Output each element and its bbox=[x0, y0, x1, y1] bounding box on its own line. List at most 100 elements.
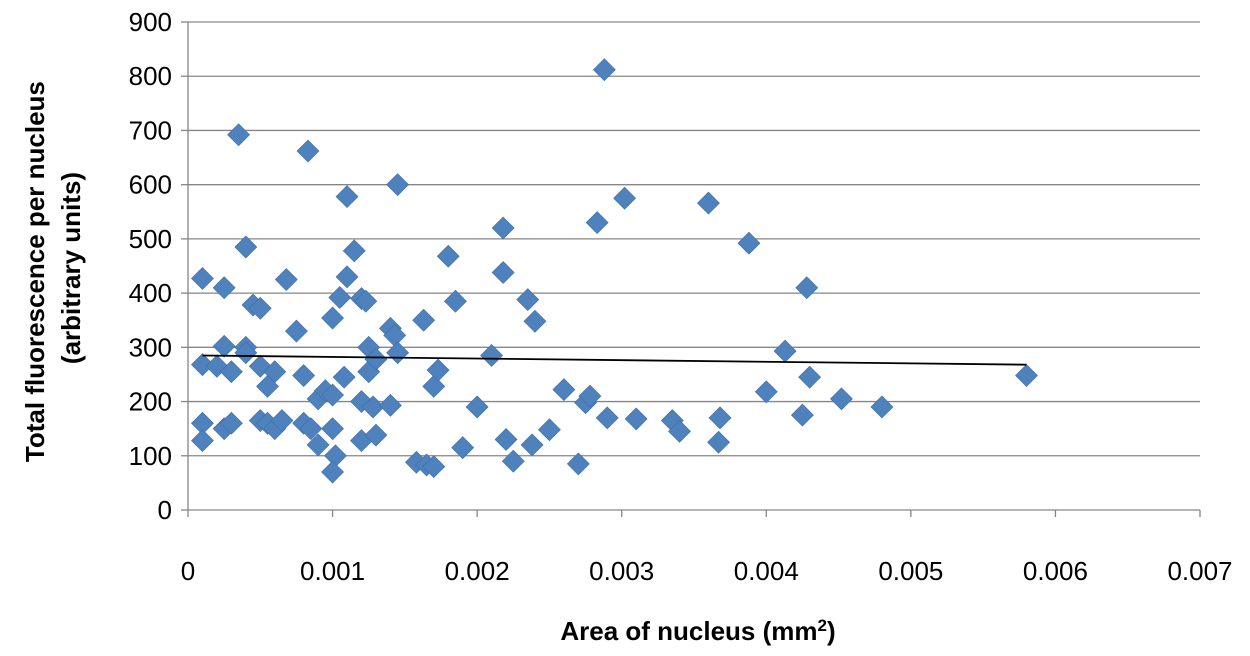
y-tick-label: 300 bbox=[129, 332, 172, 362]
data-point bbox=[191, 267, 214, 290]
data-point bbox=[566, 452, 590, 476]
data-point bbox=[212, 334, 236, 358]
y-axis-title: Total fluorescence per nucleus (arbitrar… bbox=[20, 74, 86, 462]
trendline-segment bbox=[202, 354, 1027, 366]
x-tick-label: 0.005 bbox=[878, 556, 943, 586]
data-point bbox=[321, 383, 344, 407]
data-point bbox=[465, 395, 489, 419]
data-point bbox=[422, 455, 446, 479]
data-point bbox=[538, 418, 561, 442]
data-point bbox=[444, 289, 467, 313]
data-point bbox=[219, 411, 243, 435]
data-point bbox=[585, 211, 609, 235]
data-point bbox=[335, 265, 359, 289]
data-point bbox=[708, 406, 732, 430]
y-tick-label: 0 bbox=[158, 495, 172, 525]
data-point bbox=[422, 374, 446, 398]
svg-text:Total fluorescence per nucleus: Total fluorescence per nucleus (arbitrar… bbox=[20, 74, 86, 462]
y-axis-title-line-2: (arbitrary units) bbox=[56, 172, 86, 364]
data-point bbox=[285, 319, 308, 343]
data-point bbox=[332, 365, 356, 389]
data-point bbox=[613, 186, 637, 210]
data-point bbox=[1015, 364, 1038, 387]
data-point bbox=[219, 360, 243, 384]
data-point bbox=[299, 417, 323, 441]
data-point bbox=[870, 395, 894, 419]
data-point bbox=[523, 309, 547, 333]
data-point bbox=[480, 344, 504, 367]
data-point bbox=[386, 173, 410, 197]
data-point bbox=[364, 347, 388, 371]
data-point bbox=[436, 244, 460, 268]
data-point bbox=[354, 289, 378, 313]
y-tick-label: 600 bbox=[129, 170, 172, 200]
data-point bbox=[595, 406, 619, 430]
y-tick-label: 400 bbox=[129, 278, 172, 308]
y-tick-labels: 0 100 200 300 400 500 600 700 800 900 bbox=[129, 7, 172, 525]
data-point bbox=[361, 395, 385, 419]
data-point bbox=[263, 360, 287, 384]
data-point bbox=[364, 423, 388, 447]
data-point bbox=[321, 460, 344, 484]
x-tick-label: 0.001 bbox=[300, 556, 365, 586]
y-tick-label: 700 bbox=[129, 115, 172, 145]
y-tick-label: 900 bbox=[129, 7, 172, 37]
y-tick-label: 800 bbox=[129, 61, 172, 91]
data-point bbox=[697, 191, 720, 215]
data-point bbox=[321, 306, 344, 330]
data-point bbox=[248, 296, 272, 320]
data-point bbox=[342, 239, 366, 263]
data-point bbox=[270, 409, 294, 432]
y-tick-label: 100 bbox=[129, 441, 172, 471]
data-point bbox=[795, 276, 819, 300]
x-tick-label: 0.003 bbox=[589, 556, 654, 586]
data-point bbox=[234, 341, 258, 365]
data-point bbox=[274, 268, 298, 291]
data-point bbox=[592, 58, 616, 82]
trendline bbox=[202, 354, 1027, 366]
data-point bbox=[754, 380, 778, 404]
x-tick-label: 0.004 bbox=[734, 556, 799, 586]
x-tick-label: 0.002 bbox=[445, 556, 510, 586]
data-point bbox=[426, 358, 450, 382]
data-point bbox=[494, 428, 518, 451]
y-axis-title-line-1: Total fluorescence per nucleus bbox=[20, 81, 50, 462]
data-point bbox=[412, 308, 436, 332]
data-point bbox=[191, 429, 214, 453]
data-point bbox=[552, 378, 576, 402]
data-point bbox=[296, 139, 320, 163]
x-tick-labels: 0 0.001 0.002 0.003 0.004 0.005 0.006 0.007 bbox=[181, 556, 1233, 586]
data-point bbox=[306, 433, 330, 457]
data-point bbox=[328, 286, 352, 309]
data-point bbox=[516, 288, 540, 312]
data-point bbox=[830, 387, 853, 411]
data-point bbox=[378, 393, 402, 417]
x-axis-title: Area of nucleus (mm2) bbox=[560, 616, 835, 647]
data-point bbox=[191, 353, 214, 377]
x-tick-label: 0.006 bbox=[1023, 556, 1088, 586]
data-point bbox=[335, 185, 359, 209]
y-tick-label: 200 bbox=[129, 387, 172, 417]
data-point bbox=[234, 235, 258, 259]
data-points bbox=[191, 58, 1038, 484]
x-tick-label: 0.007 bbox=[1167, 556, 1232, 586]
data-point bbox=[668, 419, 691, 443]
data-point bbox=[212, 276, 236, 300]
axes bbox=[181, 21, 1201, 517]
data-point bbox=[624, 407, 648, 431]
data-point bbox=[578, 384, 602, 408]
data-point bbox=[520, 433, 544, 457]
y-tick-label: 500 bbox=[129, 224, 172, 254]
data-point bbox=[321, 417, 344, 441]
x-tick-label: 0 bbox=[181, 556, 195, 586]
data-point bbox=[491, 216, 515, 240]
data-point bbox=[491, 261, 515, 284]
data-point bbox=[737, 231, 761, 255]
data-point bbox=[451, 436, 475, 460]
data-point bbox=[791, 403, 814, 427]
data-point bbox=[292, 364, 316, 387]
data-point bbox=[501, 449, 525, 473]
data-point bbox=[707, 430, 731, 454]
